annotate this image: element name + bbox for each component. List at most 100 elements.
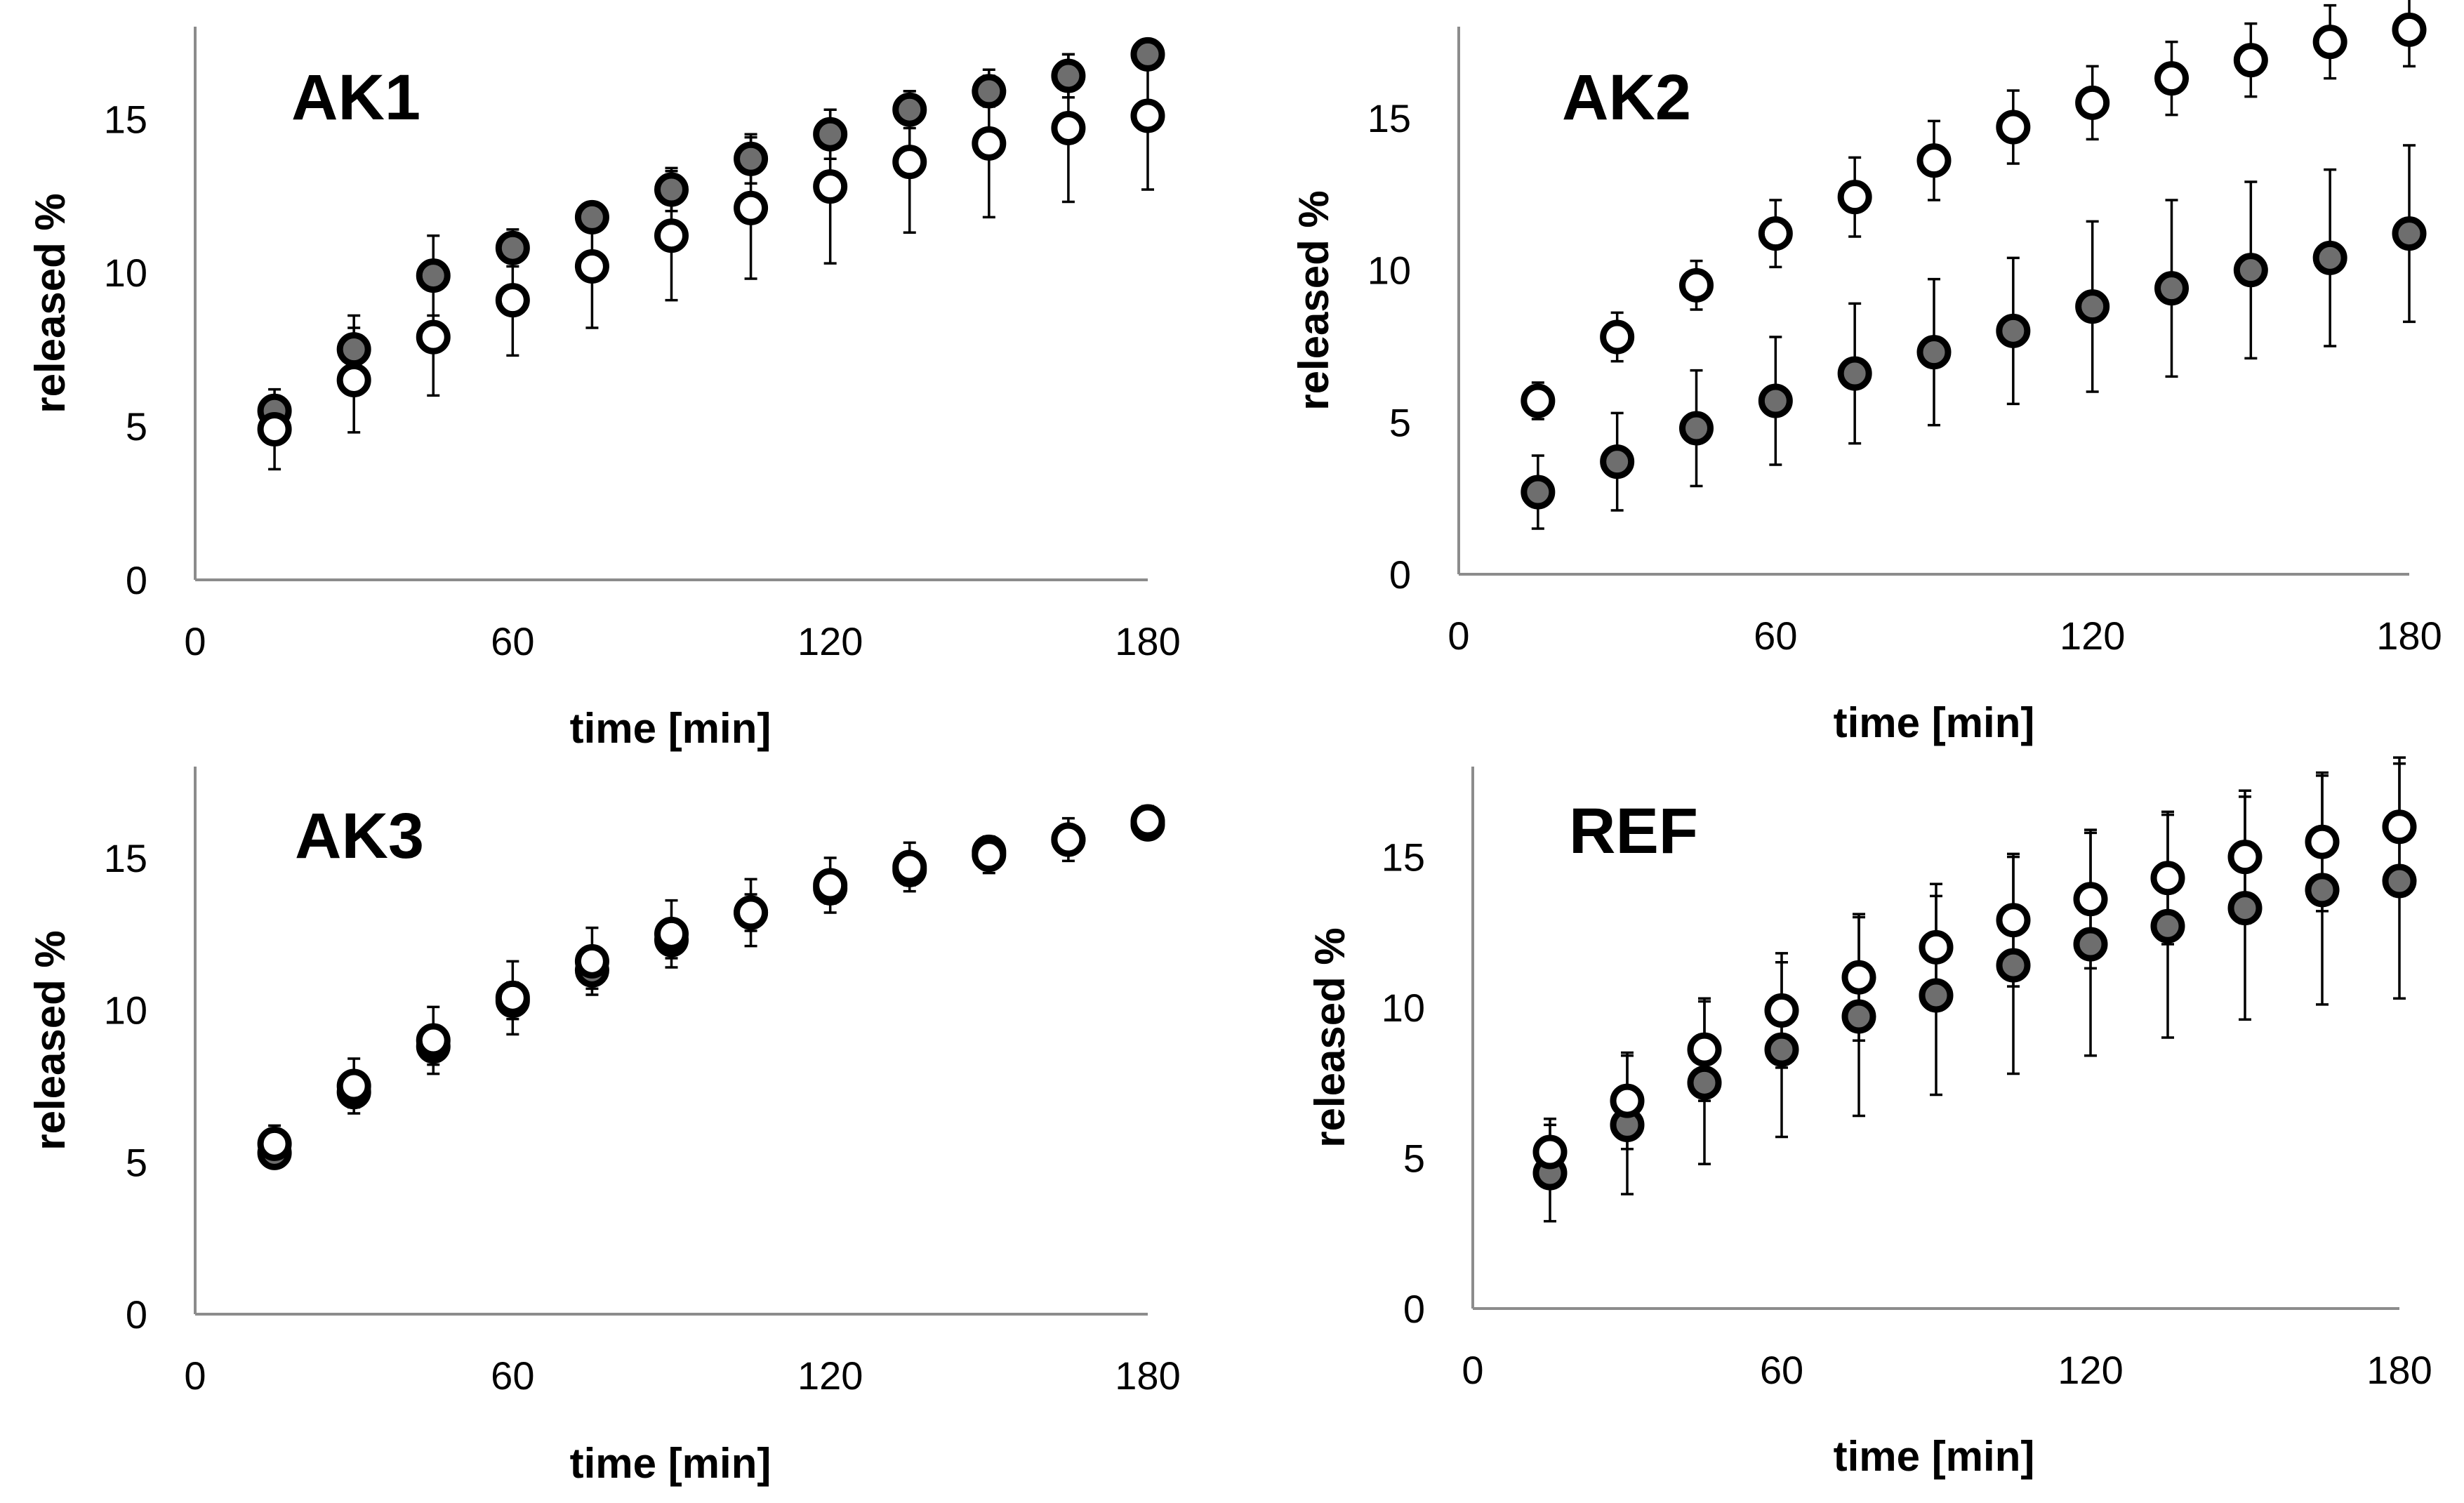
data-point-filled (1679, 411, 1714, 446)
x-axis-title: time [min] (1834, 699, 2035, 746)
data-point-open (813, 868, 848, 903)
x-axis-title: time [min] (570, 1440, 771, 1487)
data-point-open (336, 1068, 371, 1104)
data-point-filled (2150, 908, 2185, 943)
data-point-open (1687, 1032, 1722, 1067)
data-point-open (2305, 824, 2340, 859)
data-point-open (257, 411, 292, 446)
data-point-open (654, 916, 689, 951)
data-point-open (2227, 840, 2263, 875)
data-point-open (972, 837, 1007, 873)
y-tick-label: 0 (126, 558, 147, 602)
x-tick-label: 120 (2060, 614, 2125, 658)
y-tick-label: 15 (104, 836, 147, 880)
data-point-filled (1996, 313, 2031, 348)
data-point-open (2392, 12, 2427, 47)
chart-panel-ak2: 0 5 10 15 0 60 120 180 AK2 time [min] released % (1290, 0, 2442, 746)
data-point-filled (972, 74, 1007, 109)
data-point-filled (495, 230, 530, 265)
y-tick-label: 5 (1389, 400, 1411, 444)
data-point-open (574, 943, 609, 979)
y-tick-label: 0 (1403, 1287, 1425, 1331)
data-point-open (1916, 143, 1952, 178)
x-tick-label: 180 (1115, 619, 1180, 663)
x-tick-label: 60 (1760, 1348, 1803, 1392)
data-point-open (1130, 804, 1165, 839)
data-point-open (257, 1126, 292, 1161)
data-point-open (1521, 383, 1556, 418)
x-tick-label: 180 (2376, 614, 2442, 658)
data-point-filled (1521, 475, 1556, 510)
y-tick-label: 5 (126, 404, 147, 449)
x-tick-label: 60 (491, 619, 534, 663)
panel-title: AK3 (295, 800, 424, 872)
data-point-open (1919, 929, 1954, 965)
data-point-open (1130, 98, 1165, 133)
y-axis-title: released % (27, 193, 74, 413)
data-point-filled (1130, 37, 1165, 72)
markers-filled (1532, 863, 2417, 1191)
y-tick-label: 15 (1367, 96, 1411, 140)
panel-title: REF (1569, 795, 1698, 867)
data-point-filled (1916, 335, 1952, 370)
data-point-open (2154, 61, 2189, 96)
data-point-open (892, 849, 927, 885)
data-point-filled (2154, 271, 2189, 306)
data-point-open (892, 145, 927, 180)
markers-open (257, 98, 1165, 446)
data-point-open (1679, 267, 1714, 303)
y-tick-label: 10 (1367, 249, 1411, 293)
y-tick-label: 5 (1403, 1137, 1425, 1181)
x-axis-title: time [min] (570, 705, 771, 752)
data-point-open (1996, 110, 2031, 145)
data-point-filled (1996, 948, 2031, 983)
x-tick-label: 0 (1462, 1348, 1483, 1392)
data-point-open (416, 319, 451, 355)
data-point-filled (1837, 356, 1872, 391)
data-point-open (654, 218, 689, 253)
data-point-open (574, 249, 609, 284)
data-point-open (813, 169, 848, 204)
x-tick-label: 120 (797, 619, 863, 663)
markers-open (1532, 809, 2417, 1170)
data-point-open (2150, 861, 2185, 896)
x-tick-label: 60 (1754, 614, 1797, 658)
x-axis-title: time [min] (1834, 1433, 2035, 1480)
y-tick-label: 15 (104, 97, 147, 141)
data-point-filled (2227, 891, 2263, 926)
data-point-filled (2073, 927, 2108, 962)
data-point-open (1837, 180, 1872, 215)
data-point-open (2312, 25, 2347, 60)
y-axis-title: released % (27, 930, 74, 1151)
data-point-filled (1841, 999, 1876, 1034)
data-point-filled (1764, 1032, 1799, 1067)
data-point-filled (2305, 873, 2340, 908)
x-tick-label: 180 (2366, 1348, 2432, 1392)
data-point-filled (1600, 444, 1635, 479)
panel-title: AK1 (291, 62, 420, 133)
data-point-open (1996, 903, 2031, 938)
data-point-open (2073, 882, 2108, 917)
data-point-filled (654, 172, 689, 207)
y-tick-label: 10 (104, 988, 147, 1033)
chart-panel-ak3: 0 5 10 15 0 60 120 180 AK3 time [min] released % (27, 767, 1181, 1487)
data-point-open (1610, 1083, 1645, 1118)
markers-open (1521, 12, 2427, 418)
y-tick-label: 10 (1382, 986, 1425, 1030)
data-point-open (2382, 809, 2417, 845)
markers-filled (1521, 216, 2427, 510)
data-point-filled (574, 199, 609, 234)
data-point-filled (2075, 289, 2110, 324)
y-tick-label: 10 (104, 251, 147, 295)
data-point-open (2075, 85, 2110, 120)
x-tick-label: 120 (2058, 1348, 2123, 1392)
y-axis-title: released % (1290, 190, 1337, 411)
data-point-filled (416, 258, 451, 293)
data-point-open (336, 362, 371, 397)
data-point-filled (1687, 1065, 1722, 1100)
data-point-open (1764, 993, 1799, 1028)
data-point-open (734, 190, 769, 225)
data-point-open (972, 126, 1007, 161)
data-point-filled (813, 117, 848, 152)
